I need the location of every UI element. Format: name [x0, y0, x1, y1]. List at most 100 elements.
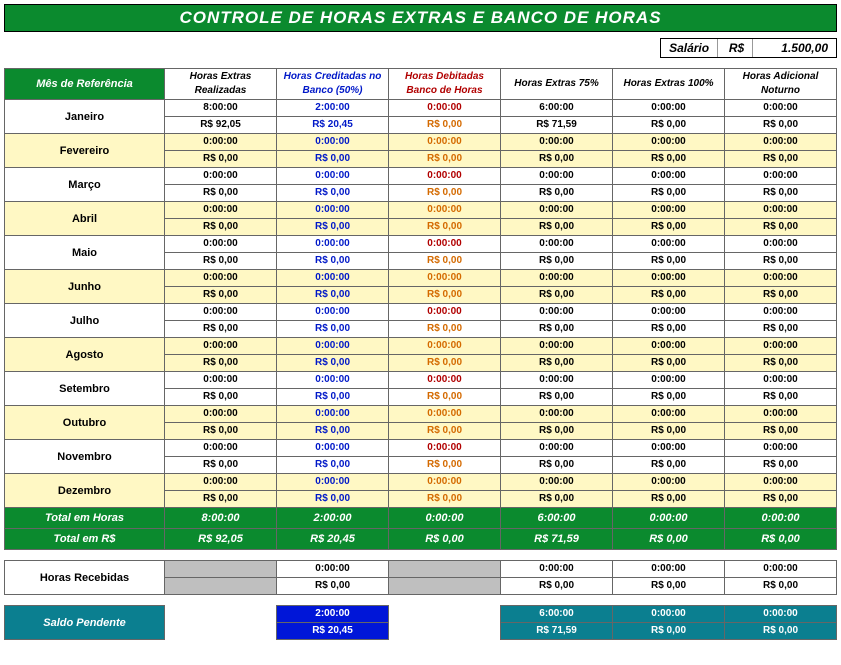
cell-time: 0:00:00 [613, 134, 725, 151]
month-name: Fevereiro [5, 134, 165, 168]
cell-time: 0:00:00 [725, 406, 837, 423]
cell-money: R$ 0,00 [277, 389, 389, 406]
cell-time: 0:00:00 [501, 372, 613, 389]
month-name: Novembro [5, 440, 165, 474]
cell-money: R$ 0,00 [725, 151, 837, 168]
header-col-0: Horas ExtrasRealizadas [165, 69, 277, 100]
cell-time: 0:00:00 [613, 372, 725, 389]
cell-time: 0:00:00 [501, 440, 613, 457]
cell-money: R$ 0,00 [725, 423, 837, 440]
cell-time: 0:00:00 [501, 304, 613, 321]
cell-money: R$ 0,00 [389, 219, 501, 236]
cell-money: R$ 0,00 [725, 219, 837, 236]
cell-money: R$ 0,00 [501, 389, 613, 406]
page-title: CONTROLE DE HORAS EXTRAS E BANCO DE HORA… [4, 4, 837, 32]
saldo-time: 0:00:00 [613, 606, 725, 623]
header-col-3: Horas Extras 75% [501, 69, 613, 100]
saldo-time: 0:00:00 [725, 606, 837, 623]
total-hours-cell: 6:00:00 [501, 508, 613, 529]
month-name: Maio [5, 236, 165, 270]
cell-time: 0:00:00 [725, 474, 837, 491]
received-time: 0:00:00 [725, 561, 837, 578]
cell-time: 8:00:00 [165, 100, 277, 117]
cell-money: R$ 0,00 [613, 287, 725, 304]
cell-money: R$ 0,00 [725, 389, 837, 406]
saldo-money: R$ 0,00 [725, 623, 837, 640]
cell-money: R$ 0,00 [165, 457, 277, 474]
cell-time: 0:00:00 [501, 270, 613, 287]
header-col-4: Horas Extras 100% [613, 69, 725, 100]
cell-money: R$ 0,00 [389, 185, 501, 202]
total-hours-cell: 0:00:00 [389, 508, 501, 529]
cell-money: R$ 0,00 [165, 185, 277, 202]
cell-time: 0:00:00 [613, 270, 725, 287]
cell-time: 0:00:00 [277, 440, 389, 457]
header-col-2: Horas DebitadasBanco de Horas [389, 69, 501, 100]
cell-money: R$ 0,00 [613, 253, 725, 270]
cell-money: R$ 0,00 [613, 355, 725, 372]
cell-time: 0:00:00 [501, 474, 613, 491]
total-hours-cell: 2:00:00 [277, 508, 389, 529]
cell-time: 0:00:00 [277, 406, 389, 423]
cell-money: R$ 0,00 [165, 287, 277, 304]
cell-money: R$ 20,45 [277, 117, 389, 134]
cell-time: 0:00:00 [613, 474, 725, 491]
cell-time: 0:00:00 [165, 372, 277, 389]
received-money: R$ 0,00 [725, 578, 837, 595]
cell-time: 0:00:00 [165, 168, 277, 185]
cell-money: R$ 0,00 [613, 423, 725, 440]
cell-time: 0:00:00 [725, 236, 837, 253]
saldo-label: Saldo Pendente [5, 606, 165, 640]
cell-money: R$ 0,00 [277, 457, 389, 474]
cell-time: 0:00:00 [389, 474, 501, 491]
saldo-money [389, 623, 501, 640]
cell-time: 0:00:00 [389, 440, 501, 457]
cell-money: R$ 0,00 [725, 287, 837, 304]
saldo-time [389, 606, 501, 623]
cell-time: 0:00:00 [501, 202, 613, 219]
cell-time: 0:00:00 [165, 406, 277, 423]
month-name: Julho [5, 304, 165, 338]
cell-time: 0:00:00 [277, 236, 389, 253]
cell-money: R$ 0,00 [277, 491, 389, 508]
cell-money: R$ 0,00 [389, 355, 501, 372]
cell-time: 0:00:00 [613, 168, 725, 185]
total-hours-label: Total em Horas [5, 508, 165, 529]
cell-time: 0:00:00 [613, 100, 725, 117]
cell-money: R$ 0,00 [725, 491, 837, 508]
cell-money: R$ 0,00 [277, 151, 389, 168]
received-money [389, 578, 501, 595]
cell-time: 0:00:00 [389, 100, 501, 117]
total-hours-cell: 0:00:00 [613, 508, 725, 529]
received-money [165, 578, 277, 595]
cell-money: R$ 0,00 [725, 457, 837, 474]
cell-time: 0:00:00 [277, 202, 389, 219]
cell-time: 0:00:00 [389, 338, 501, 355]
cell-money: R$ 0,00 [277, 253, 389, 270]
saldo-money [165, 623, 277, 640]
total-rs-cell: R$ 92,05 [165, 529, 277, 550]
total-hours-cell: 8:00:00 [165, 508, 277, 529]
cell-time: 0:00:00 [613, 236, 725, 253]
cell-money: R$ 0,00 [613, 219, 725, 236]
received-time: 0:00:00 [501, 561, 613, 578]
cell-time: 0:00:00 [165, 474, 277, 491]
header-col-1: Horas Creditadas noBanco (50%) [277, 69, 389, 100]
cell-money: R$ 0,00 [613, 321, 725, 338]
cell-time: 0:00:00 [501, 236, 613, 253]
cell-money: R$ 71,59 [501, 117, 613, 134]
saldo-money: R$ 71,59 [501, 623, 613, 640]
cell-time: 0:00:00 [277, 270, 389, 287]
month-name: Junho [5, 270, 165, 304]
cell-money: R$ 0,00 [277, 185, 389, 202]
saldo-money: R$ 0,00 [613, 623, 725, 640]
cell-time: 0:00:00 [613, 440, 725, 457]
saldo-time: 2:00:00 [277, 606, 389, 623]
saldo-table: Saldo Pendente2:00:006:00:000:00:000:00:… [4, 605, 837, 640]
cell-money: R$ 0,00 [389, 321, 501, 338]
cell-time: 0:00:00 [725, 100, 837, 117]
saldo-time: 6:00:00 [501, 606, 613, 623]
cell-money: R$ 0,00 [165, 321, 277, 338]
cell-money: R$ 0,00 [389, 457, 501, 474]
cell-money: R$ 0,00 [501, 151, 613, 168]
